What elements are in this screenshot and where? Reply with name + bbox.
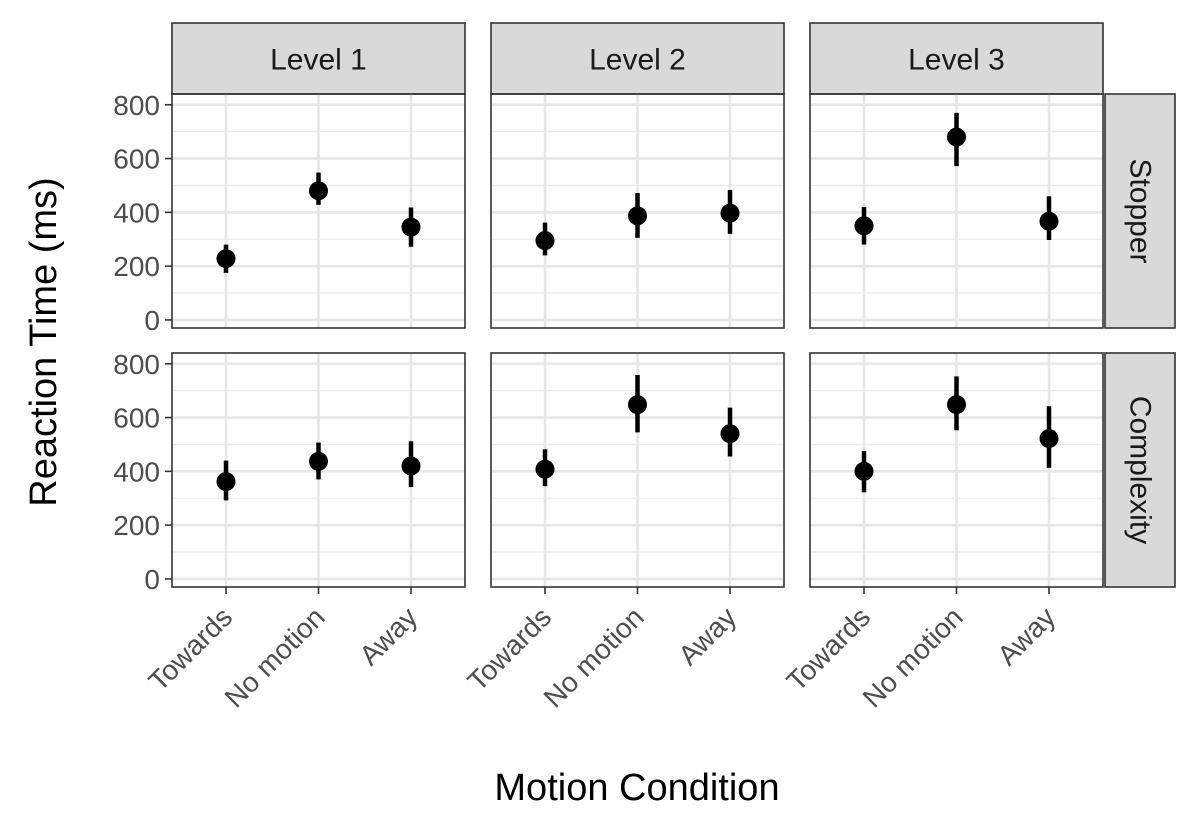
strip-level-1 [171,22,466,95]
x-tick-label: Away [353,601,423,671]
data-point [1039,429,1059,449]
y-tick-label: 800 [113,349,160,380]
data-point [535,231,555,251]
data-point [1039,211,1059,231]
x-tick-label: No motion [857,601,969,713]
x-tick-label: No motion [219,601,331,713]
panel-border [171,93,466,329]
x-axis-title: Motion Condition [494,767,779,809]
y-tick-label: 0 [144,305,160,336]
panel-border [490,93,785,329]
y-tick-label: 200 [113,251,160,282]
data-point [535,459,555,479]
data-point [628,206,647,226]
x-tick-label: Towards [143,601,239,697]
strip-label: Stopper [1124,158,1157,263]
strip-label: Complexity [1124,396,1157,544]
data-point [401,217,421,237]
x-tick-label: No motion [538,601,650,713]
panel-border [809,93,1104,329]
x-tick-label: Towards [462,601,558,697]
y-tick-label: 800 [113,90,160,121]
y-axis-title: Reaction Time (ms) [23,177,65,506]
y-tick-label: 600 [113,403,160,434]
x-tick-label: Away [991,601,1061,671]
y-tick-label: 400 [113,197,160,228]
x-tick-label: Away [672,601,742,671]
data-point [216,249,236,269]
data-point [947,395,966,415]
data-point [309,451,328,471]
strip-label: Level 2 [589,44,686,77]
data-point [720,424,740,444]
y-tick-label: 400 [113,456,160,487]
y-tick-label: 200 [113,510,160,541]
data-point [947,127,966,147]
strip-label: Level 1 [270,44,367,77]
y-tick-label: 600 [113,144,160,175]
strip-level-2 [490,22,785,95]
x-tick-label: Towards [781,601,877,697]
strip-stopper [1104,93,1176,329]
data-point [309,181,328,201]
data-point [401,456,421,476]
y-tick-label: 0 [144,564,160,595]
data-point [628,395,647,415]
data-point [854,216,874,236]
strip-level-3 [809,22,1104,95]
data-point [854,461,874,481]
data-point [216,472,236,492]
data-point [720,203,740,223]
strip-label: Level 3 [908,44,1005,77]
strip-complexity [1104,352,1176,588]
